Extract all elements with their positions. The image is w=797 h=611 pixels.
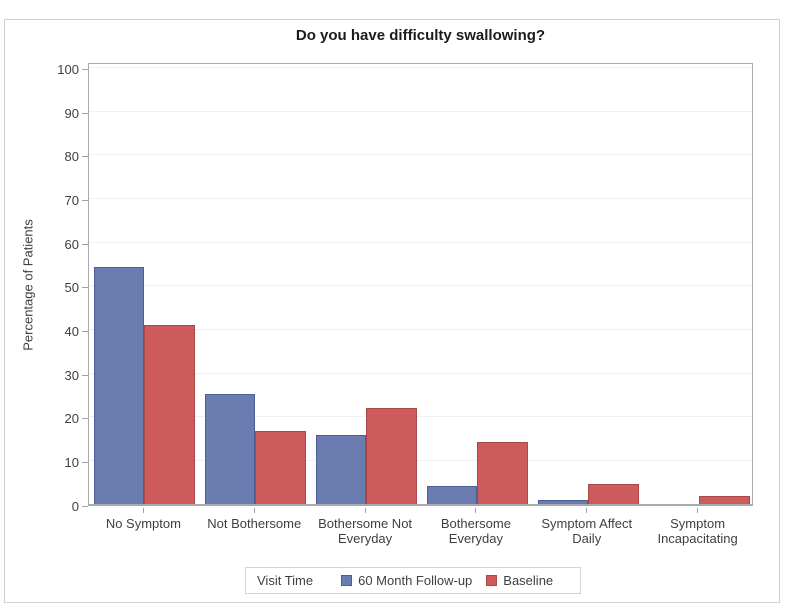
y-axis-tick-label: 50 (64, 280, 79, 296)
bar-baseline-bothersome-not (366, 408, 418, 504)
gridline (89, 416, 752, 418)
bar-60-month-follow-up-no-symptom (94, 266, 145, 504)
bar-60-month-follow-up-symptom-affect (537, 499, 588, 504)
bar-baseline-no-symptom (144, 324, 196, 504)
y-axis-tick (82, 69, 88, 71)
y-axis-tick (82, 156, 88, 158)
bar-60-month-follow-up-bothersome-not (316, 434, 367, 504)
y-axis-tick (82, 243, 88, 245)
x-axis-tick-label: Bothersome Not Everyday (318, 516, 413, 546)
x-axis-tick (364, 508, 366, 513)
y-axis-tick-label: 80 (64, 149, 79, 165)
gridline (89, 372, 752, 374)
y-axis-tick-label: 100 (57, 62, 79, 78)
legend-swatch-60-month-follow-up (341, 575, 353, 586)
legend-entry-baseline: Baseline (486, 573, 553, 588)
y-axis-tick-label: 30 (64, 367, 79, 383)
legend-box: Visit Time 60 Month Follow-up Baseline (245, 567, 581, 594)
x-axis-tick (253, 508, 255, 513)
gridline (89, 459, 752, 461)
x-axis-tick (142, 508, 144, 513)
y-axis-tick-label: 40 (64, 323, 79, 339)
gridline (89, 154, 752, 156)
gridline (89, 198, 752, 200)
x-axis-tick (697, 508, 699, 513)
bar-60-month-follow-up-not-bothersome (205, 393, 256, 504)
chart-title: Do you have difficulty swallowing? (295, 27, 546, 44)
legend-entry-60-month-follow-up: 60 Month Follow-up (341, 573, 472, 588)
bar-baseline-not-bothersome (255, 430, 307, 504)
x-axis-tick (586, 508, 588, 513)
x-axis-tick (475, 508, 477, 513)
y-axis-tick (82, 200, 88, 202)
y-axis-tick (82, 374, 88, 376)
y-axis-tick-label: 90 (64, 105, 79, 121)
gridline (89, 241, 752, 243)
bar-60-month-follow-up-bothersome (426, 486, 477, 504)
legend-swatch-baseline (486, 575, 498, 586)
gridline (89, 67, 752, 69)
bar-baseline-bothersome (476, 441, 528, 504)
y-axis-tick-label: 20 (64, 411, 79, 427)
y-axis-tick-label: 70 (64, 193, 79, 209)
y-axis-tick (82, 461, 88, 463)
bar-baseline-symptom-affect (587, 483, 639, 504)
y-axis-tick-label: 0 (71, 498, 79, 514)
legend-entries: 60 Month Follow-up Baseline (341, 573, 553, 588)
legend-entry-label: 60 Month Follow-up (358, 573, 473, 588)
y-axis-tick-label: 10 (64, 454, 79, 470)
gridline (89, 110, 752, 112)
y-axis-tick (82, 112, 88, 114)
x-axis-tick-label: Symptom Affect Daily (541, 516, 633, 546)
gridline (89, 285, 752, 287)
y-axis-tick (82, 330, 88, 332)
y-axis-tick (82, 287, 88, 289)
legend-title: Visit Time (257, 573, 314, 588)
y-axis-tick-label: 60 (64, 236, 79, 252)
gridline (89, 328, 752, 330)
x-axis-tick-label: No Symptom (105, 516, 181, 531)
legend-entry-label: Baseline (503, 573, 554, 588)
bar-baseline-symptom (698, 496, 750, 504)
y-axis-tick (82, 418, 88, 420)
y-axis-tick (82, 505, 88, 507)
x-axis-tick-label: Symptom Incapacitating (657, 516, 738, 546)
x-axis-tick-label: Bothersome Everyday (440, 516, 511, 546)
y-axis-title: Percentage of Patients (20, 219, 36, 351)
x-axis-tick-label: Not Bothersome (207, 516, 302, 531)
plot-area (88, 63, 753, 506)
